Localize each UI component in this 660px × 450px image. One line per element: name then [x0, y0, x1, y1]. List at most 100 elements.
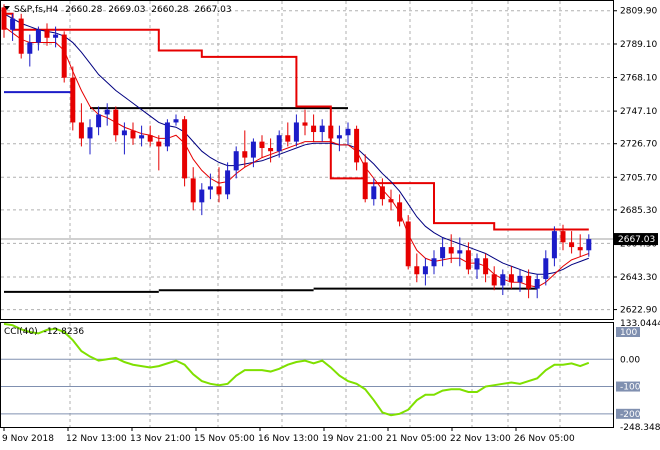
candle [225, 162, 231, 200]
candle-body [517, 275, 523, 283]
cci-tick-label: 0.00 [620, 355, 640, 365]
candle [1, 4, 7, 38]
candle-body [560, 231, 566, 243]
candle-body [336, 135, 342, 139]
cci-level-box [616, 381, 640, 392]
candle-body [577, 247, 583, 251]
time-tick-label: 15 Nov 05:00 [194, 434, 255, 444]
candle [285, 122, 291, 147]
price-tick-label: 2726.70 [620, 140, 657, 150]
candle [147, 125, 153, 147]
candle [483, 253, 489, 283]
candle-body [388, 199, 394, 203]
cci-tick-label: -100 [620, 383, 641, 393]
candle-body [233, 151, 239, 171]
cci-level-box [616, 327, 640, 338]
candle [526, 269, 532, 299]
cci-level-box [616, 408, 640, 419]
candle [431, 250, 437, 275]
candle-body [44, 29, 50, 38]
candle-body [156, 141, 162, 147]
symbol-label: S&P,fs,H4 [14, 5, 59, 15]
candle-body [96, 114, 102, 128]
candle [96, 106, 102, 136]
main-panel-frame [0, 0, 614, 320]
candle [302, 109, 308, 136]
candle [293, 114, 299, 147]
candle-body [182, 119, 188, 179]
candle-body [27, 42, 33, 54]
candle-body [216, 186, 222, 195]
time-tick-label: 21 Nov 05:00 [386, 434, 447, 444]
candle-body [354, 128, 360, 163]
candle [53, 26, 59, 48]
price-axis: 2809.90 2789.10 2768.10 2747.10 2726.70 2705.… [613, 7, 657, 316]
price-tick-label: 2643.30 [620, 273, 657, 283]
price-tick-label: 2705.70 [620, 173, 657, 183]
candle [422, 258, 428, 286]
price-tick-label: 2747.10 [620, 107, 657, 117]
candle [121, 122, 127, 155]
candle [190, 167, 196, 211]
candle-body [551, 231, 557, 259]
candle [379, 178, 385, 206]
candle [474, 253, 480, 280]
candle-body [113, 109, 119, 136]
time-tick-label: 22 Nov 13:00 [450, 434, 511, 444]
candle-body [1, 7, 7, 30]
ma-slow-path [3, 13, 589, 275]
candle-body [371, 186, 377, 200]
candle [242, 130, 248, 168]
indicator-value: -12.8236 [44, 327, 85, 337]
candle-body [242, 151, 248, 158]
candle [534, 274, 540, 299]
candle [216, 167, 222, 203]
candle [61, 31, 67, 83]
candle [311, 114, 317, 142]
candle-body [569, 242, 575, 248]
candle-body [311, 125, 317, 133]
candle-body [87, 127, 93, 139]
candle-body [259, 141, 265, 149]
candle [27, 34, 33, 67]
candle [268, 138, 274, 163]
candle [113, 106, 119, 142]
cci-tick-label: 100 [620, 328, 637, 338]
candle [35, 26, 41, 51]
candle-body [534, 279, 540, 289]
support-resistance-lines [4, 91, 538, 293]
candle-body [10, 18, 16, 30]
candle-body [431, 258, 437, 267]
candle [156, 135, 162, 171]
price-tick-label: 2789.10 [620, 40, 657, 50]
candle-body [379, 186, 385, 200]
candle [199, 183, 205, 216]
candle [104, 103, 110, 126]
candle-body [586, 239, 592, 251]
current-price-marker: 2667.03 [614, 233, 658, 246]
current-price-label: 2667.03 [618, 235, 655, 245]
chart-header: S&P,fs,H4 2660.28 2669.03 2660.28 2667.0… [4, 5, 232, 15]
candle-body [61, 34, 67, 78]
candle [551, 226, 557, 267]
stop-line-path [4, 12, 589, 231]
candle [569, 231, 575, 254]
candle-body [465, 250, 471, 270]
cci-tick-label: 133.0444 [620, 319, 660, 329]
candle-body [293, 122, 299, 142]
open-value: 2660.28 [65, 5, 102, 15]
candle-body [121, 130, 127, 136]
svg-text:CCI(40) -12.8236: CCI(40) -12.8236 [4, 327, 84, 337]
candle-body [53, 34, 59, 38]
candle-body [190, 178, 196, 203]
candle-body [173, 119, 179, 123]
price-tick-label: 2685.30 [620, 206, 657, 216]
candle [560, 224, 566, 251]
time-tick-label: 19 Nov 21:00 [322, 434, 383, 444]
close-value: 2667.03 [194, 5, 231, 15]
candle [328, 119, 334, 147]
dropdown-triangle-icon[interactable] [4, 6, 10, 10]
candle [233, 146, 239, 179]
candle-body [526, 275, 532, 289]
